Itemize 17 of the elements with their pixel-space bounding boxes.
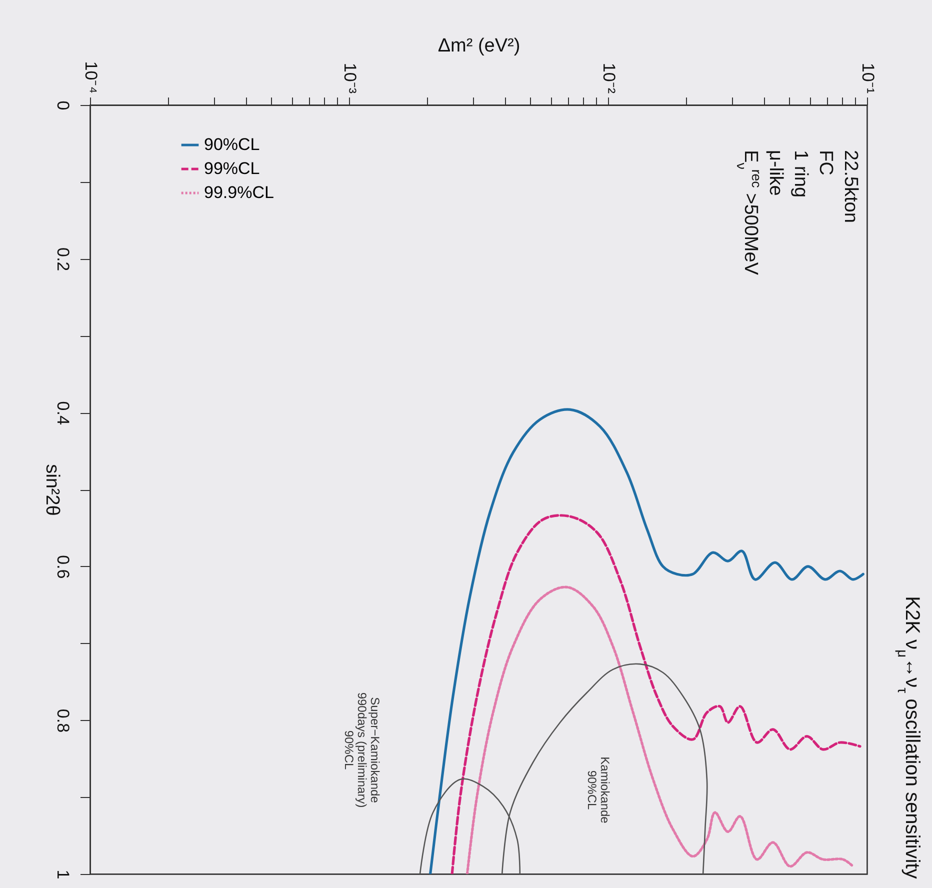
legend-label: 99.9%CL xyxy=(204,183,274,202)
y-tick-label: 0 xyxy=(54,100,72,110)
x-tick-label: 10⁻¹ xyxy=(858,62,878,94)
legend-label: 99%CL xyxy=(204,159,260,178)
x-tick-label: 10⁻² xyxy=(600,62,618,94)
legend-label: 90%CL xyxy=(204,135,260,154)
y-tick-label: 0.4 xyxy=(54,401,72,425)
y-tick-label: 0.2 xyxy=(54,247,72,272)
x2-axis-title: Δm² (eV²) xyxy=(438,35,520,56)
x-tick-label: 10⁻³ xyxy=(340,62,360,94)
y-tick-label: 0.6 xyxy=(54,555,72,579)
annotation: Kamiokande 90%CL xyxy=(585,756,612,824)
y-tick-label: 0.8 xyxy=(54,708,72,733)
x-tick-label: 10⁻⁴ xyxy=(82,61,100,94)
y-tick-label: 1 xyxy=(54,870,72,880)
annotation: Super−Kamiokande 990days (preliminary) 90%CL xyxy=(342,692,382,808)
y-axis-title: sin²2θ xyxy=(42,464,62,516)
